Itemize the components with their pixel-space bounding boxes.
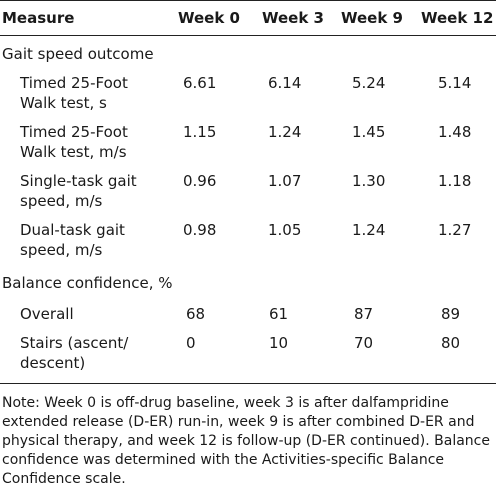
cell-week-9: 87 [354,305,374,323]
section-title: Balance confidence, % [2,274,173,292]
cell-week-9: 1.30 [352,172,386,190]
cell-week-12: 1.27 [438,221,472,239]
header-measure: Measure [2,9,75,27]
cell-week-0: 0.96 [183,172,217,190]
results-table: Measure Week 0 Week 3 Week 9 Week 12 Gai… [0,0,496,372]
cell-week-9: 70 [354,334,374,352]
cell-week-3: 6.14 [268,74,302,92]
section-title: Gait speed outcome [2,45,154,63]
row-label: Single-task gait speed, m/s [20,172,137,210]
row-label: Stairs (ascent/ descent) [20,334,129,372]
cell-week-3: 1.24 [268,123,302,141]
header-week-3: Week 3 [262,9,324,27]
cell-week-12: 1.48 [438,123,472,141]
header-rule [0,35,496,36]
row-label: Dual-task gait speed, m/s [20,221,125,259]
cell-week-12: 80 [441,334,461,352]
cell-week-0: 68 [186,305,206,323]
header-week-12: Week 12 [421,9,494,27]
header-week-9: Week 9 [341,9,403,27]
cell-week-12: 89 [441,305,461,323]
cell-week-12: 5.14 [438,74,472,92]
cell-week-9: 1.24 [352,221,386,239]
cell-week-0: 0 [186,334,196,352]
cell-week-3: 1.05 [268,221,302,239]
bottom-rule [0,383,496,384]
cell-week-12: 1.18 [438,172,472,190]
cell-week-9: 1.45 [352,123,386,141]
row-label: Timed 25-Foot Walk test, m/s [20,123,128,161]
cell-week-3: 10 [269,334,289,352]
cell-week-0: 0.98 [183,221,217,239]
cell-week-9: 5.24 [352,74,386,92]
top-rule [0,0,496,1]
header-week-0: Week 0 [178,9,240,27]
cell-week-0: 1.15 [183,123,217,141]
row-label: Overall [20,305,74,323]
table-note: Note: Week 0 is off-drug baseline, week … [2,395,490,487]
cell-week-3: 1.07 [268,172,302,190]
table-header: Measure Week 0 Week 3 Week 9 Week 12 [0,1,496,35]
cell-week-0: 6.61 [183,74,217,92]
cell-week-3: 61 [269,305,289,323]
row-label: Timed 25-Foot Walk test, s [20,74,128,112]
